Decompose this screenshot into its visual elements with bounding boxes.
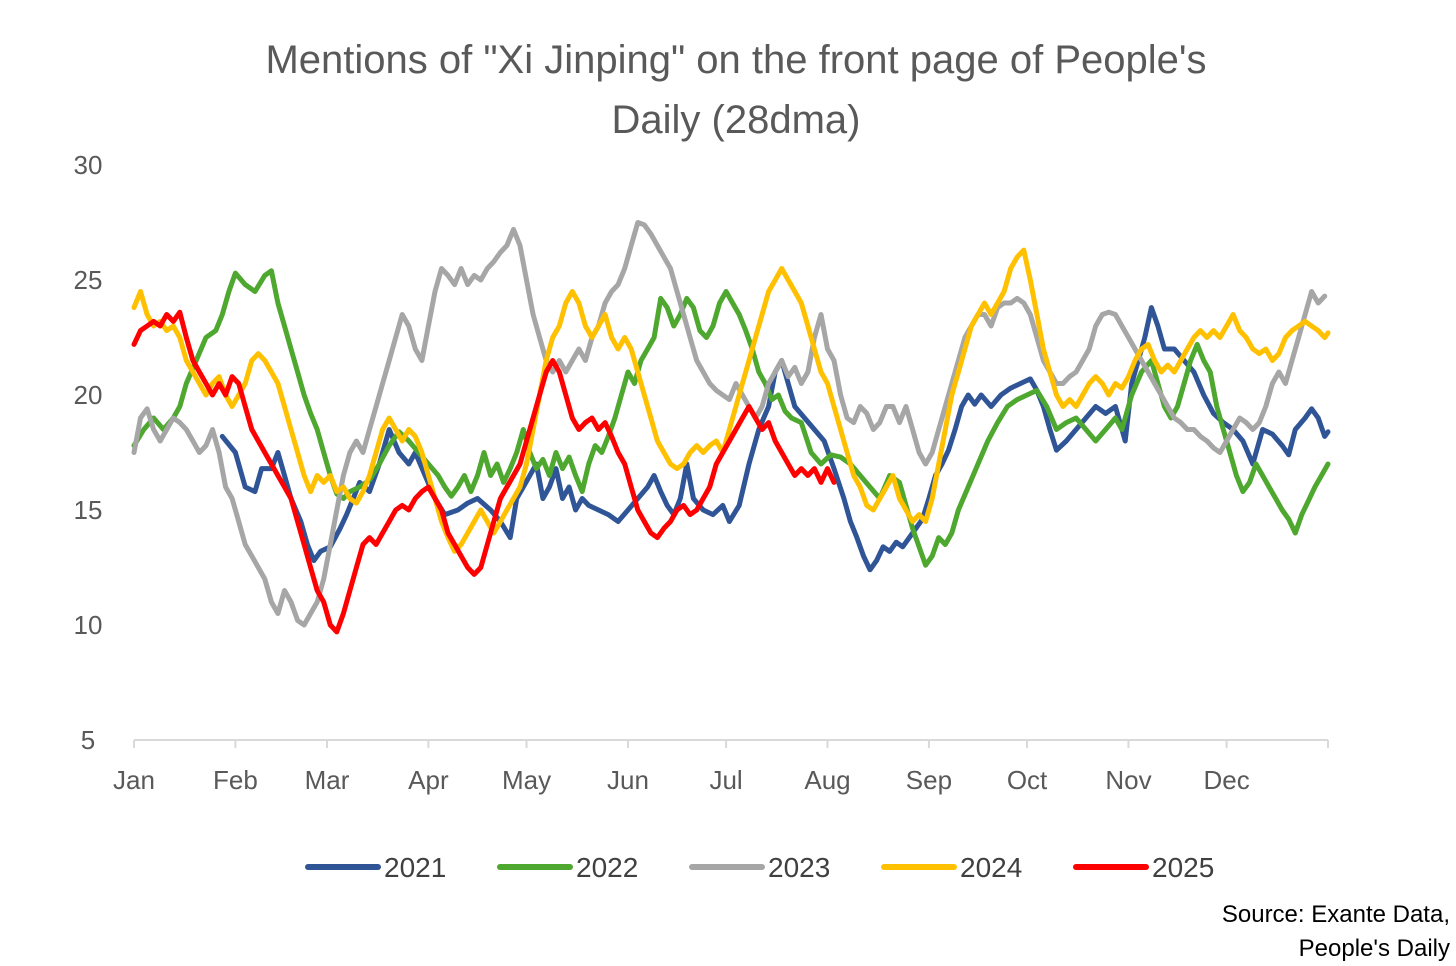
series-line-2025 (131, 309, 837, 635)
x-tick-label: May (502, 765, 551, 795)
legend-label-2024: 2024 (960, 852, 1022, 883)
legend-label-2023: 2023 (768, 852, 830, 883)
series-line-2024 (131, 247, 1331, 554)
x-tick-label: Jan (113, 765, 155, 795)
x-tick-label: Jul (709, 765, 742, 795)
source-note: Source: Exante Data, People's Daily (1222, 898, 1450, 966)
legend-label-2021: 2021 (384, 852, 446, 883)
y-axis: 5 10 15 20 25 30 (74, 150, 103, 755)
x-axis: Jan Feb Mar Apr May Jun Jul Aug Sep Oct Nov Dec (113, 739, 1329, 795)
x-tick-label: Dec (1203, 765, 1249, 795)
x-tick-label: Jun (607, 765, 649, 795)
y-tick-label: 30 (74, 150, 103, 180)
x-tick-label: Aug (804, 765, 850, 795)
y-tick-label: 15 (74, 495, 103, 525)
x-tick-label: Feb (213, 765, 258, 795)
y-tick-label: 25 (74, 265, 103, 295)
chart-title-line-2: Daily (28dma) (611, 98, 861, 142)
legend: 2021 2022 2023 2024 2025 (305, 852, 1214, 883)
x-tick-label: Sep (906, 765, 952, 795)
x-tick-label: Mar (305, 765, 350, 795)
legend-label-2025: 2025 (1152, 852, 1214, 883)
x-tick-label: Apr (408, 765, 449, 795)
source-line-1: Source: Exante Data, (1221, 901, 1450, 928)
chart-title: Mentions of "Xi Jinping" on the front pa… (0, 30, 1456, 150)
series-line-2023 (131, 220, 1328, 628)
x-tick-label: Nov (1105, 765, 1151, 795)
series-layer (131, 220, 1331, 635)
source-line-2: People's Daily (1298, 935, 1450, 962)
y-tick-label: 20 (74, 380, 103, 410)
chart-title-line-1: Mentions of "Xi Jinping" on the front pa… (265, 38, 1207, 82)
x-tick-label: Oct (1007, 765, 1048, 795)
y-tick-label: 5 (81, 725, 95, 755)
y-tick-label: 10 (74, 610, 103, 640)
legend-label-2022: 2022 (576, 852, 638, 883)
